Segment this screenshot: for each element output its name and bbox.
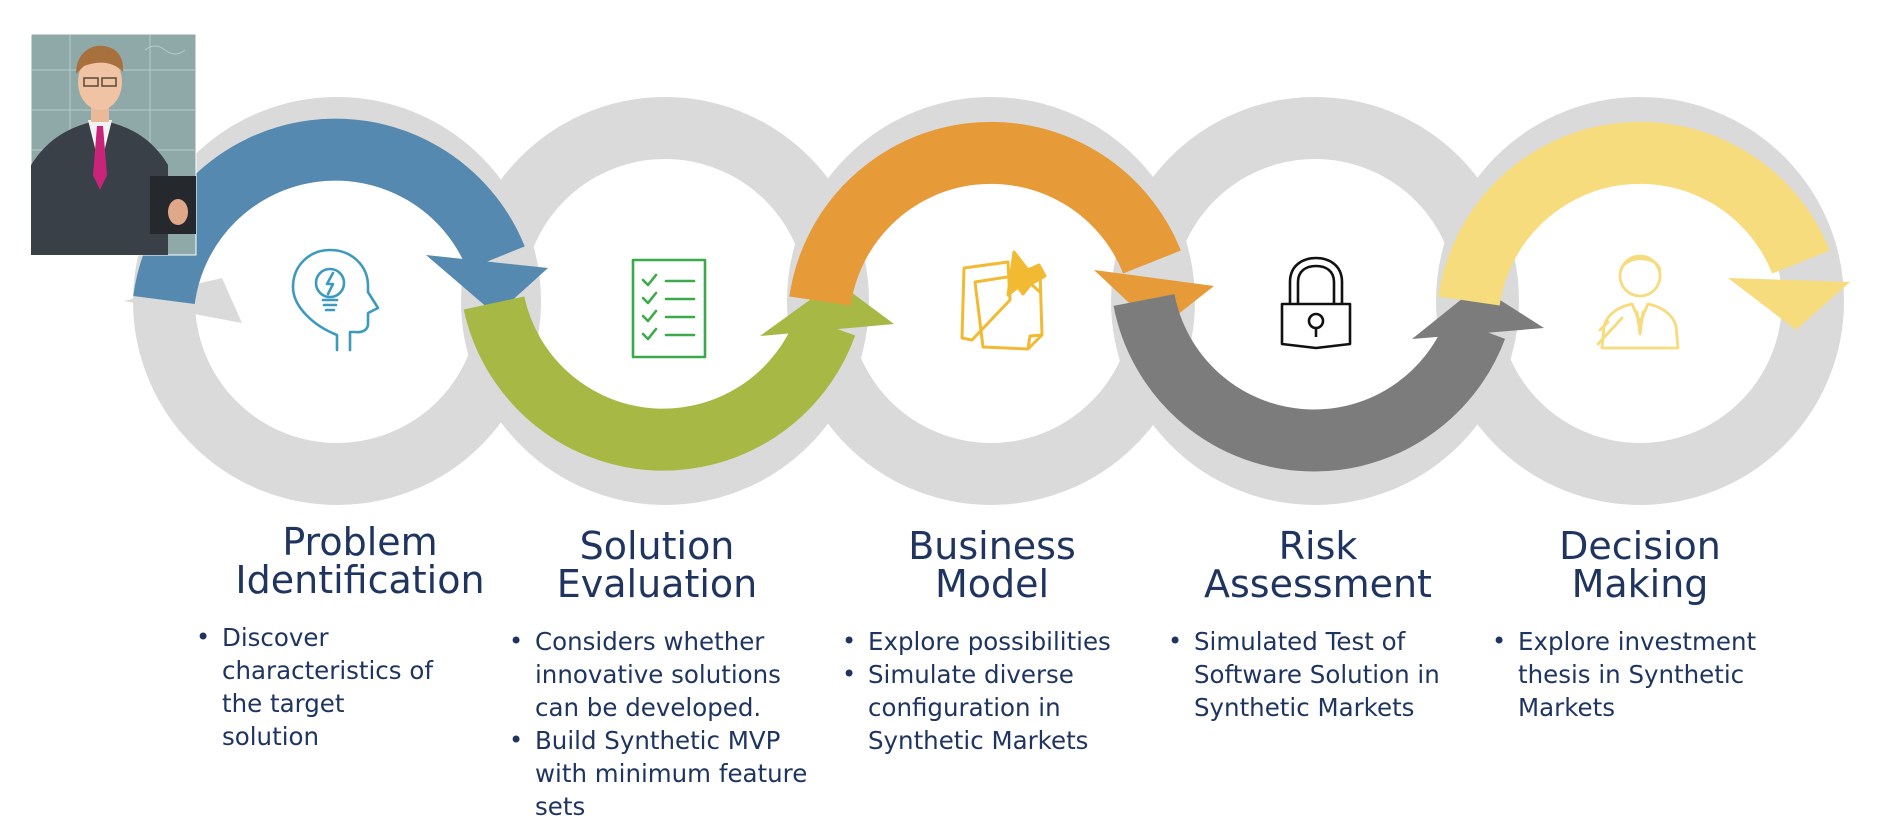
stage-bullets: Simulated Test of Software Solution in S… — [1168, 625, 1468, 724]
stage-title-line2: Evaluation — [556, 562, 758, 606]
stage-title: Decision Making — [1470, 527, 1810, 603]
stage-business-model: Business Model Explore possibilities Sim… — [822, 527, 1162, 757]
bullet-item: Build Synthetic MVP with minimum feature… — [509, 724, 809, 823]
pinned-notes-icon — [960, 250, 1047, 351]
stage-title-line1: Solution — [579, 524, 735, 568]
arrowhead-blue — [426, 255, 548, 315]
arc-green — [463, 295, 856, 471]
arrowhead-green — [760, 281, 894, 336]
stage-title: Problem Identification — [190, 523, 530, 599]
stage-title: Business Model — [822, 527, 1162, 603]
bullet-item: Explore investment thesis in Synthetic M… — [1492, 625, 1782, 724]
bullet-item: Explore possibilities — [842, 625, 1142, 658]
bullet-item: Simulated Test of Software Solution in S… — [1168, 625, 1468, 724]
stage-title-line1: Decision — [1559, 524, 1721, 568]
stage-problem-identification: Problem Identification Discover characte… — [190, 523, 530, 753]
bullet-item: Discover characteristics of the target s… — [196, 621, 446, 753]
arrow-stage-5 — [1438, 121, 1850, 330]
businessman-icon — [1596, 254, 1680, 350]
stage-risk-assessment: Risk Assessment Simulated Test of Softwa… — [1148, 527, 1488, 724]
stage-title-line1: Business — [908, 524, 1076, 568]
stage-bullets: Considers whether innovative solutions c… — [509, 625, 809, 823]
stage-title-line2: Making — [1571, 562, 1709, 606]
arrow-stage-4 — [1113, 286, 1544, 472]
lightbulb-head-icon — [291, 248, 380, 352]
stage-title-line1: Risk — [1278, 524, 1358, 568]
arrowhead-yellow — [1728, 278, 1850, 330]
stage-title-line1: Problem — [282, 520, 438, 564]
arrow-stage-2 — [463, 281, 894, 471]
stage-bullets: Discover characteristics of the target s… — [196, 621, 446, 753]
stage-decision-making: Decision Making Explore investment thesi… — [1470, 527, 1810, 724]
arc-yellow — [1438, 121, 1830, 306]
stage-bullets: Explore possibilities Simulate diverse c… — [842, 625, 1142, 757]
stage-title-line2: Identification — [235, 558, 485, 602]
stage-title: Solution Evaluation — [487, 527, 827, 603]
arrowhead-dark-gray — [1412, 286, 1544, 339]
stage-title-line2: Assessment — [1204, 562, 1432, 606]
arc-dark-gray — [1113, 293, 1506, 472]
checklist-icon — [631, 258, 707, 359]
bullet-item: Considers whether innovative solutions c… — [509, 625, 809, 724]
arc-orange — [789, 121, 1181, 306]
stage-solution-evaluation: Solution Evaluation Considers whether in… — [487, 527, 827, 823]
padlock-icon — [1280, 256, 1352, 350]
bullet-item: Simulate diverse configuration in Synthe… — [842, 658, 1142, 757]
stage-bullets: Explore investment thesis in Synthetic M… — [1492, 625, 1782, 724]
stage-title-line2: Model — [934, 562, 1050, 606]
businessman-portrait — [30, 33, 197, 256]
stage-title: Risk Assessment — [1148, 527, 1488, 603]
